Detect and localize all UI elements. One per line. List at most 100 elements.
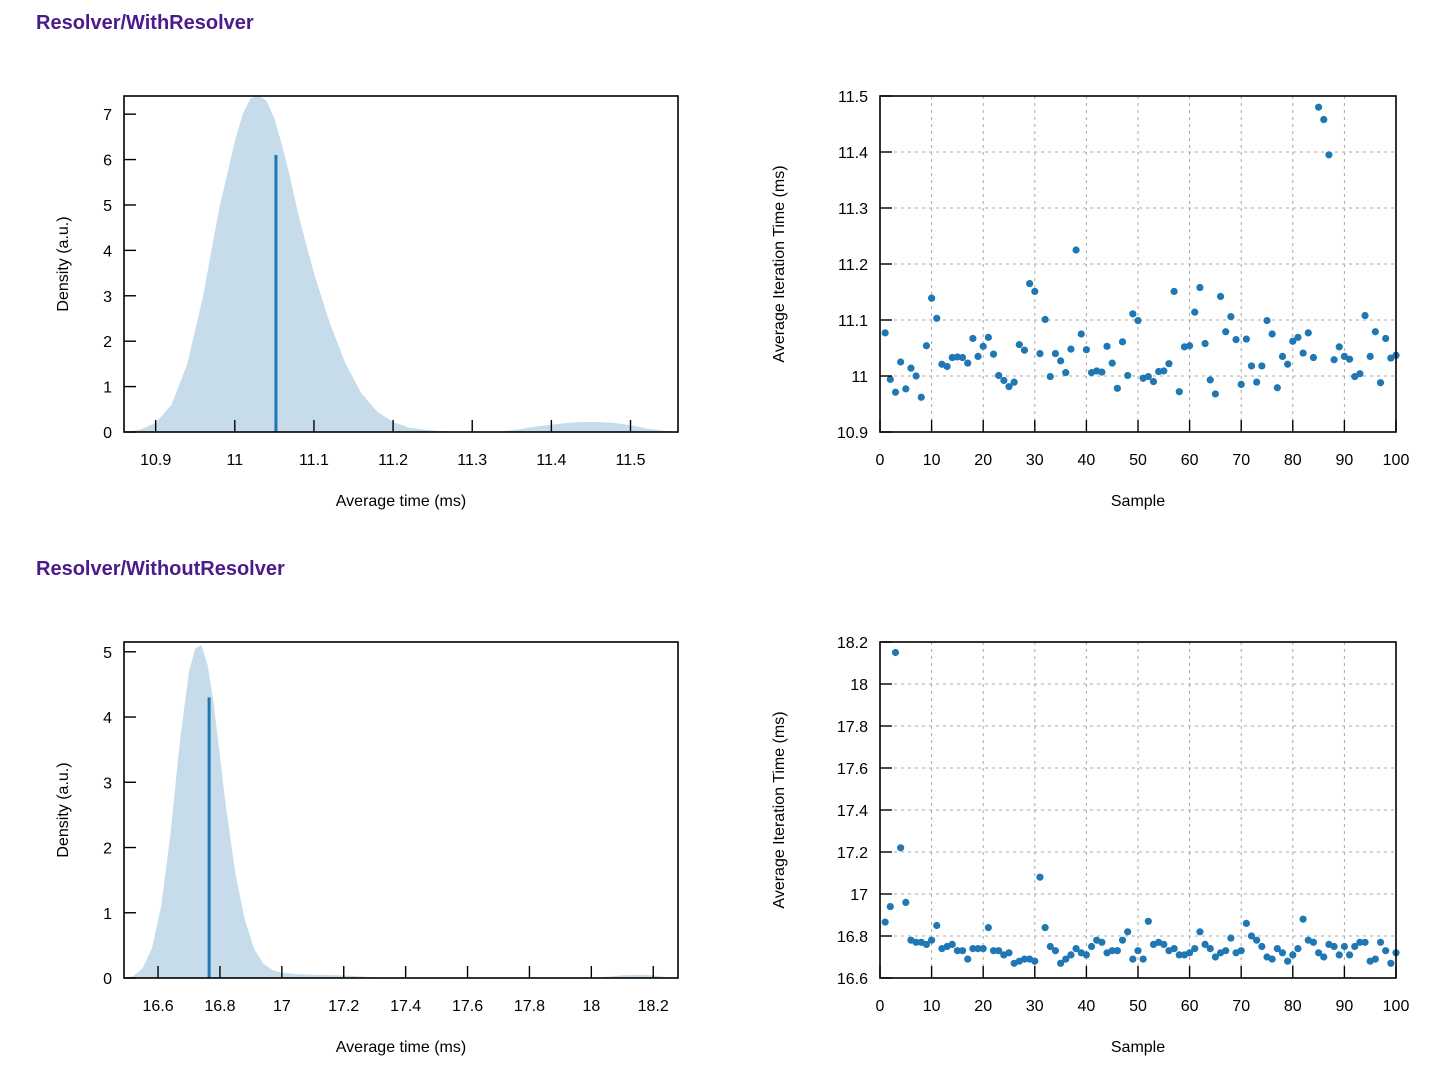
x-tick-label: 100: [1383, 998, 1410, 1015]
density-area: [124, 645, 678, 978]
x-tick-label: 90: [1336, 452, 1354, 469]
data-point: [1222, 328, 1230, 336]
data-point: [1051, 947, 1060, 955]
data-point: [1227, 934, 1235, 942]
data-point: [1170, 287, 1178, 296]
data-point: [964, 955, 972, 963]
x-axis-label: Average time (ms): [336, 1039, 466, 1056]
data-point: [984, 924, 992, 932]
data-point: [1325, 151, 1333, 159]
data-point: [1077, 330, 1085, 338]
plot-frame: [123, 95, 679, 433]
data-point: [917, 393, 925, 401]
y-tick-label: 11.3: [838, 201, 868, 218]
data-point: [1242, 335, 1250, 343]
data-point: [1335, 343, 1343, 351]
data-point: [1196, 283, 1204, 292]
data-point: [1247, 932, 1256, 940]
data-point: [1206, 945, 1214, 953]
data-point: [969, 945, 977, 953]
data-point: [989, 350, 998, 358]
y-tick-label: 16.8: [837, 929, 868, 946]
data-point: [1340, 942, 1348, 951]
data-point: [1020, 955, 1029, 963]
data-point: [1041, 315, 1049, 324]
x-tick-label: 11.3: [457, 452, 487, 469]
x-tick-label: 17: [273, 998, 291, 1015]
data-point: [1139, 955, 1147, 963]
x-tick-label: 60: [1181, 998, 1199, 1015]
y-axis-label: Density (a.u.): [55, 762, 72, 857]
data-point: [897, 358, 905, 366]
x-tick-label: 0: [876, 998, 885, 1015]
data-point: [1129, 955, 1137, 963]
data-point: [1315, 949, 1323, 957]
x-axis-label: Sample: [1111, 493, 1165, 510]
data-point: [1067, 345, 1075, 353]
x-axis-label: Sample: [1111, 1039, 1165, 1056]
data-point: [1046, 942, 1054, 951]
y-tick-label: 5: [103, 198, 112, 215]
x-tick-label: 10: [923, 452, 941, 469]
y-tick-label: 3: [103, 775, 112, 792]
data-point: [1268, 955, 1276, 963]
iteration-time-chart-with-resolver: 0 10 20 30 40 50 60 70 80 90 100 10.9 11 11.1 11.2 11.3…: [771, 89, 1409, 510]
y-tick-label: 0: [103, 425, 112, 442]
data-point: [933, 921, 941, 930]
data-point: [891, 388, 900, 396]
data-point: [964, 359, 972, 367]
data-point: [1366, 352, 1374, 360]
y-tick-label: 0: [103, 971, 112, 988]
data-point: [1222, 947, 1230, 955]
data-point: [1263, 316, 1271, 325]
data-point: [1124, 371, 1132, 380]
data-point: [1211, 953, 1219, 961]
data-point: [1361, 938, 1369, 946]
y-tick-label: 11: [851, 369, 868, 386]
x-tick-label: 11.1: [299, 452, 329, 469]
data-point: [1026, 280, 1034, 288]
x-tick-label: 20: [974, 452, 992, 469]
data-point: [912, 372, 920, 380]
data-point: [958, 353, 967, 362]
data-point: [1186, 342, 1194, 350]
data-point: [1284, 360, 1292, 368]
data-point: [979, 945, 987, 953]
data-point: [1299, 349, 1307, 357]
data-point: [1057, 959, 1065, 967]
data-point: [1253, 378, 1261, 386]
data-point: [886, 375, 894, 383]
data-point: [1382, 947, 1390, 955]
data-point: [1196, 928, 1204, 936]
y-tick-label: 11.5: [838, 89, 868, 106]
data-point: [1201, 339, 1209, 348]
data-point: [1309, 938, 1318, 946]
data-point: [1082, 951, 1090, 959]
data-point: [995, 947, 1003, 955]
data-point: [1237, 380, 1245, 388]
data-point: [974, 352, 982, 360]
data-point: [1216, 292, 1225, 301]
data-point: [969, 334, 977, 343]
y-tick-label: 4: [103, 243, 112, 260]
data-point: [995, 371, 1003, 380]
data-point: [1005, 383, 1013, 391]
x-tick-label: 17.4: [390, 998, 421, 1015]
data-point: [1103, 342, 1111, 350]
y-tick-label: 5: [103, 645, 112, 662]
data-point: [1149, 378, 1158, 386]
data-point: [902, 898, 910, 907]
data-point: [1294, 945, 1302, 953]
data-point: [912, 938, 920, 946]
y-axis-label: Average Iteration Time (ms): [771, 165, 788, 362]
data-point: [928, 936, 936, 944]
x-tick-label: 17.2: [328, 998, 359, 1015]
x-tick-label: 16.6: [142, 998, 173, 1015]
data-point: [886, 903, 894, 911]
x-tick-label: 80: [1284, 452, 1302, 469]
y-tick-label: 10.9: [837, 425, 868, 442]
data-point: [1098, 368, 1106, 376]
data-point: [1211, 390, 1219, 398]
y-axis-label: Density (a.u.): [55, 216, 72, 311]
y-tick-label: 3: [103, 289, 112, 306]
